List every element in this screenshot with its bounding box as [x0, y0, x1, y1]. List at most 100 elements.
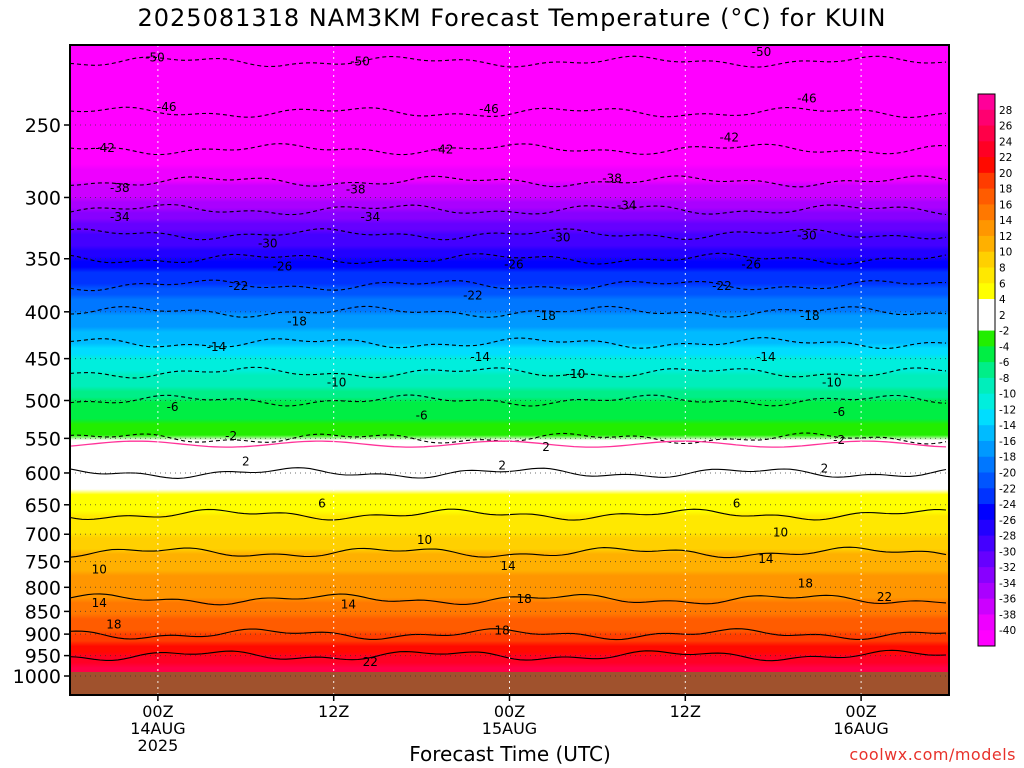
colorbar-swatch [978, 456, 995, 474]
colorbar-swatch [978, 299, 995, 316]
contour-label: -34 [617, 198, 637, 212]
colorbar-swatch [978, 330, 995, 347]
y-tick-label: 950 [25, 646, 61, 668]
colorbar-label: 16 [999, 199, 1013, 211]
colorbar-label: -36 [999, 594, 1016, 606]
contour-label: 14 [500, 559, 515, 573]
x-tick-label: 00Z [142, 702, 173, 721]
colorbar-label: -10 [999, 389, 1016, 401]
source-credit[interactable]: coolwx.com/models [849, 745, 1016, 764]
colorbar-swatch [978, 582, 995, 600]
contour-label: -50 [752, 45, 772, 59]
colorbar-label: 20 [999, 168, 1012, 180]
colorbar-label: -2 [999, 326, 1009, 338]
colorbar-swatch [978, 551, 995, 568]
colorbar-label: -40 [999, 625, 1016, 637]
contour-line [70, 394, 947, 407]
contour-label: -50 [350, 54, 370, 68]
colorbar-label: 26 [999, 121, 1013, 133]
contour-label: 10 [773, 526, 788, 540]
y-tick-label: 300 [25, 187, 61, 209]
colorbar-swatch [978, 141, 995, 158]
y-tick-label: 700 [25, 524, 61, 546]
y-axis: 2503003504004505005506006507007508008509… [13, 115, 70, 688]
contour-label: 10 [92, 563, 107, 577]
contour-label: 14 [758, 552, 773, 566]
contour-label: -14 [207, 340, 227, 354]
colorbar-label: -8 [999, 373, 1009, 385]
colorbar-swatch [978, 409, 995, 426]
y-tick-label: 250 [25, 115, 61, 137]
colorbar-swatch [978, 283, 995, 300]
colorbar-label: 8 [999, 262, 1006, 274]
y-tick-label: 400 [25, 302, 61, 324]
colorbar-swatch [978, 314, 995, 332]
contour-line [70, 204, 947, 216]
y-tick-label: 600 [25, 463, 61, 485]
colorbar-label: 18 [999, 184, 1012, 196]
contour-label: -46 [797, 92, 817, 106]
freezing-line [70, 440, 947, 448]
colorbar-swatch [978, 157, 995, 174]
colorbar-label: -18 [999, 452, 1016, 464]
contour-line [70, 279, 947, 292]
grid-lines [70, 45, 949, 695]
contour-label: -42 [95, 141, 115, 155]
contour-label: -10 [566, 367, 586, 381]
colorbar-label: -34 [999, 578, 1016, 590]
contour-label: -42 [719, 131, 739, 145]
contour-label: -2 [225, 429, 237, 443]
x-tick-label: 16AUG [833, 719, 888, 738]
contour-label: -14 [470, 350, 490, 364]
colorbar-label: -24 [999, 499, 1016, 511]
contour-label: -38 [346, 182, 366, 196]
contour-lines [70, 55, 947, 662]
contour-label: -34 [361, 210, 381, 224]
contour-label: -26 [741, 257, 761, 271]
contour-label: 10 [417, 533, 432, 547]
contour-labels: -50 -50 -50 -46 -46 -46 -42 -42 -42 -38 -38 -38 -34 -… [92, 45, 893, 669]
contour-label: 22 [363, 655, 378, 669]
colorbar-label: 2 [999, 310, 1006, 322]
colorbar-label: -12 [999, 404, 1016, 416]
y-tick-label: 850 [25, 601, 61, 623]
colorbar-swatch [978, 630, 995, 647]
contour-label: -42 [434, 143, 454, 157]
x-tick-label: 15AUG [482, 719, 537, 738]
contour-line [70, 175, 947, 188]
page-title: 2025081318 NAM3KM Forecast Temperature (… [137, 4, 887, 32]
colorbar-swatch [978, 440, 995, 458]
contour-label: 14 [92, 596, 107, 610]
colorbar-swatch [978, 235, 995, 253]
colorbar-swatch [978, 519, 995, 537]
colorbar-swatch [978, 504, 995, 521]
contour-line [70, 546, 947, 559]
x-tick-label: 2025 [138, 736, 179, 755]
colorbar-swatch [978, 267, 995, 284]
colorbar-swatch [978, 251, 995, 268]
y-tick-label: 350 [25, 249, 61, 271]
y-tick-label: 1000 [13, 666, 61, 688]
x-axis-label: Forecast Time (UTC) [409, 742, 611, 766]
colorbar-swatch [978, 614, 995, 631]
colorbar-swatch [978, 346, 995, 363]
colorbar-swatch [978, 535, 995, 552]
colorbar-label: -26 [999, 515, 1016, 527]
colorbar-label: 14 [999, 215, 1013, 227]
colorbar-swatch [978, 188, 995, 205]
contour-label: -2 [833, 433, 845, 447]
contour-label: -26 [273, 260, 293, 274]
contour-label: 18 [106, 617, 121, 631]
x-tick-label: 12Z [318, 702, 349, 721]
colorbar-swatch [978, 125, 995, 142]
contour-label: 2 [242, 455, 250, 469]
contour-line [70, 228, 947, 241]
contour-line [70, 593, 947, 606]
colorbar-swatch [978, 220, 995, 237]
y-tick-label: 750 [25, 552, 61, 574]
contour-label: -30 [258, 237, 278, 251]
colorbar-label: -4 [999, 341, 1010, 353]
colorbar-swatch [978, 109, 995, 127]
colorbar-label: 22 [999, 152, 1012, 164]
